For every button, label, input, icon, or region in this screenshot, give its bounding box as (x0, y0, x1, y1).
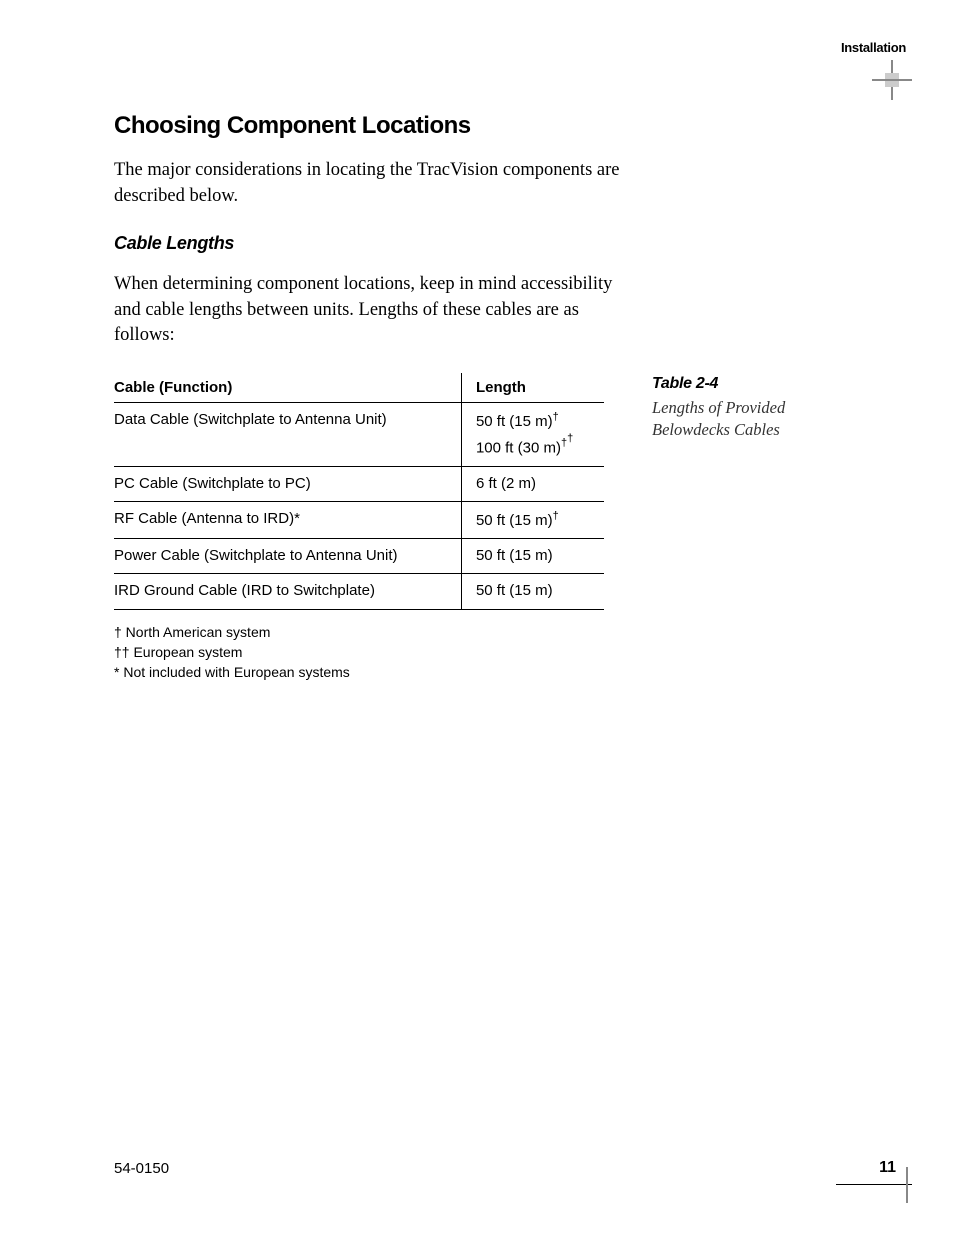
table-row: IRD Ground Cable (IRD to Switchplate)50 … (114, 574, 604, 609)
cell-length: 6 ft (2 m) (461, 466, 604, 501)
footer-crop-tick (906, 1167, 908, 1203)
page-content: Choosing Component Locations The major c… (114, 112, 854, 683)
page-number: 11 (879, 1159, 896, 1177)
table-row: Data Cable (Switchplate to Antenna Unit)… (114, 402, 604, 466)
table-number-label: Table 2-4 (652, 375, 852, 393)
page-heading: Choosing Component Locations (114, 112, 854, 140)
cell-function: RF Cable (Antenna to IRD)* (114, 501, 461, 538)
intro-paragraph: The major considerations in locating the… (114, 158, 634, 209)
table-row-layout: Cable (Function) Length Data Cable (Swit… (114, 373, 854, 683)
cell-function: Data Cable (Switchplate to Antenna Unit) (114, 402, 461, 466)
footnote-double-dagger: †† European system (114, 642, 604, 662)
footnote-dagger: † North American system (114, 622, 604, 642)
cell-function: PC Cable (Switchplate to PC) (114, 466, 461, 501)
cell-length: 50 ft (15 m)† (461, 501, 604, 538)
subsection-heading: Cable Lengths (114, 233, 854, 254)
table-header-function: Cable (Function) (114, 373, 461, 403)
body-paragraph: When determining component locations, ke… (114, 272, 634, 349)
cable-lengths-table: Cable (Function) Length Data Cable (Swit… (114, 373, 604, 610)
table-row: PC Cable (Switchplate to PC)6 ft (2 m) (114, 466, 604, 501)
footnote-asterisk: * Not included with European systems (114, 662, 604, 682)
cell-function: Power Cable (Switchplate to Antenna Unit… (114, 539, 461, 574)
table-caption: Lengths of Provided Belowdecks Cables (652, 397, 852, 442)
cell-length: 50 ft (15 m) (461, 574, 604, 609)
table-row: Power Cable (Switchplate to Antenna Unit… (114, 539, 604, 574)
cell-function: IRD Ground Cable (IRD to Switchplate) (114, 574, 461, 609)
document-number: 54-0150 (114, 1160, 169, 1177)
cell-length: 50 ft (15 m) (461, 539, 604, 574)
table-header-length: Length (461, 373, 604, 403)
footer-rule (836, 1184, 912, 1185)
cell-length: 50 ft (15 m)†100 ft (30 m)†† (461, 402, 604, 466)
header-section-label: Installation (841, 40, 906, 55)
table-footnotes: † North American system †† European syst… (114, 622, 604, 683)
crop-mark-icon (872, 60, 912, 100)
table-row: RF Cable (Antenna to IRD)*50 ft (15 m)† (114, 501, 604, 538)
